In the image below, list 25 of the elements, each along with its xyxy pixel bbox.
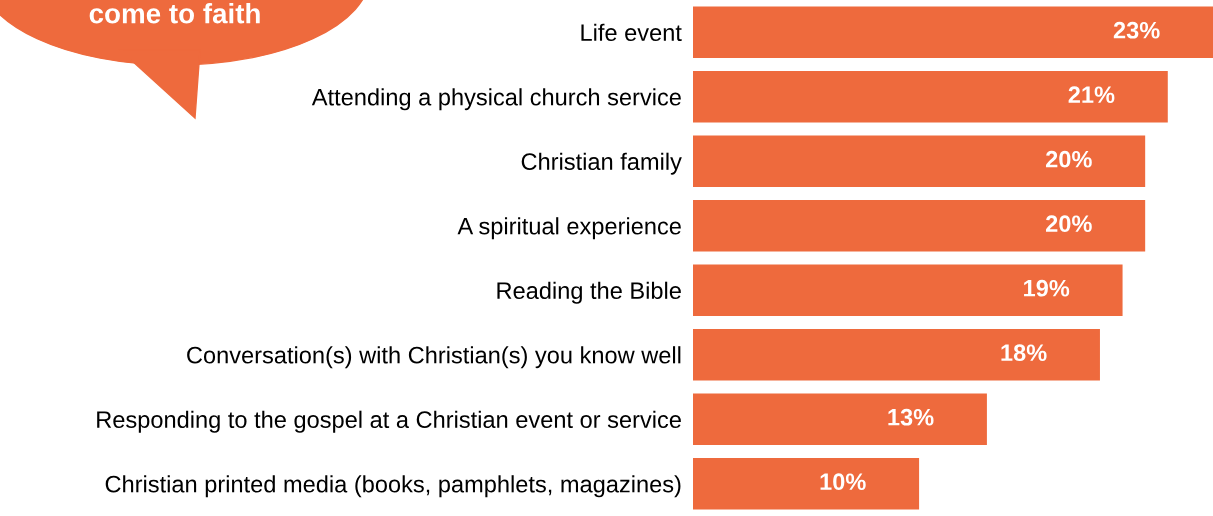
bar [693, 393, 987, 446]
data-label: 10% [820, 473, 866, 491]
data-label: 18% [1001, 344, 1047, 362]
y-tick-label: Christian printed media (books, pamphlets, magazines) [105, 475, 681, 498]
y-tick-label: Conversation(s) with Christian(s) you know well [187, 346, 681, 369]
y-tick-label: Christian family [521, 152, 682, 175]
bar [693, 135, 1146, 188]
bar [693, 6, 1213, 59]
bar [693, 457, 920, 510]
y-tick-label: Reading the Bible [497, 281, 681, 304]
text: come to faith [89, 3, 260, 24]
data-label: 20% [1045, 150, 1092, 168]
bar [693, 199, 1146, 252]
bar [693, 70, 1168, 123]
data-label: 21% [1068, 86, 1115, 104]
y-tick-label: Attending a physical church service [311, 88, 681, 111]
data-label: 23% [1113, 21, 1160, 39]
data-label: 19% [1024, 279, 1070, 297]
bar [693, 328, 1100, 381]
bar [693, 264, 1123, 317]
data-label: 13% [888, 408, 934, 426]
y-tick-label: A spiritual experience [457, 217, 681, 240]
data-label: 20% [1045, 215, 1092, 233]
y-tick-label: Life event [581, 23, 682, 42]
y-tick-label: Responding to the gospel at a Christian event or service [97, 410, 681, 433]
